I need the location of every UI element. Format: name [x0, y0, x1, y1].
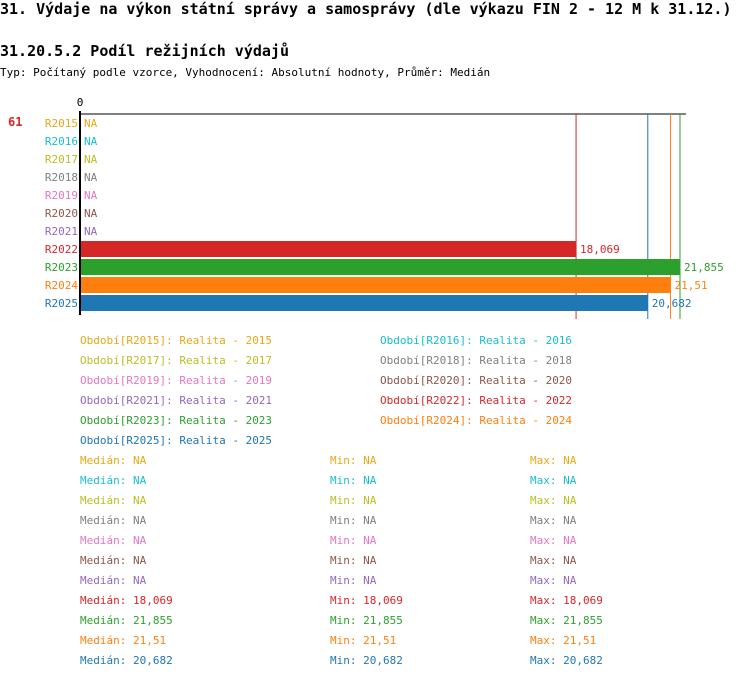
stat-max: Max: 21,855: [530, 614, 603, 627]
stat-min: Min: NA: [330, 534, 377, 547]
category-label-R2018: R2018: [45, 171, 78, 184]
legend-label: Realita - 2023: [172, 414, 273, 427]
stat-median: Medián: 18,069: [80, 594, 173, 607]
stat-max: Max: NA: [530, 534, 577, 547]
data-label-R2020: NA: [84, 207, 98, 220]
legend-item: Období[R2016]: Realita - 2016: [380, 334, 572, 347]
category-label-R2017: R2017: [45, 153, 78, 166]
legend-item: Období[R2018]: Realita - 2018: [380, 354, 572, 367]
data-label-R2018: NA: [84, 171, 98, 184]
data-label-R2024: 21,51: [675, 279, 708, 292]
data-label-R2025: 20,682: [652, 297, 692, 310]
stat-median: Medián: NA: [80, 514, 147, 527]
stat-max: Max: 21,51: [530, 634, 597, 647]
legend-label: Realita - 2019: [172, 374, 273, 387]
bar-R2022: [80, 241, 577, 257]
legend-label: Realita - 2017: [172, 354, 273, 367]
legend-item: Období[R2024]: Realita - 2024: [380, 414, 572, 427]
legend-item: Období[R2021]: Realita - 2021: [80, 394, 272, 407]
stat-max: Max: NA: [530, 454, 577, 467]
legend-code: Období[R2015]:: [80, 334, 173, 347]
chart-title: 31.20.5.2 Podíl režijních výdajů: [0, 42, 289, 60]
stat-median: Medián: 20,682: [80, 654, 173, 667]
stat-min: Min: 20,682: [330, 654, 403, 667]
legend-code: Období[R2018]:: [380, 354, 473, 367]
data-label-R2021: NA: [84, 225, 98, 238]
stat-median: Medián: 21,51: [80, 634, 167, 647]
category-label-R2023: R2023: [45, 261, 78, 274]
stat-median: Medián: NA: [80, 534, 147, 547]
legend-label: Realita - 2022: [472, 394, 573, 407]
legend-item: Období[R2023]: Realita - 2023: [80, 414, 272, 427]
legend-label: Realita - 2024: [472, 414, 573, 427]
data-label-R2017: NA: [84, 153, 98, 166]
legend-label: Realita - 2016: [472, 334, 573, 347]
legend-code: Období[R2017]:: [80, 354, 173, 367]
stat-max: Max: NA: [530, 554, 577, 567]
stat-max: Max: 20,682: [530, 654, 603, 667]
data-label-R2019: NA: [84, 189, 98, 202]
stat-max: Max: NA: [530, 474, 577, 487]
stat-max: Max: NA: [530, 494, 577, 507]
stat-min: Min: 21,855: [330, 614, 403, 627]
category-label-R2025: R2025: [45, 297, 78, 310]
category-label-R2021: R2021: [45, 225, 78, 238]
stat-min: Min: NA: [330, 514, 377, 527]
page-title: 31. Výdaje na výkon státní správy a samo…: [0, 0, 732, 18]
category-label-R2022: R2022: [45, 243, 78, 256]
stat-min: Min: 21,51: [330, 634, 397, 647]
x-axis-tick-label: 0: [77, 96, 84, 109]
data-label-R2023: 21,855: [684, 261, 724, 274]
stat-min: Min: NA: [330, 454, 377, 467]
rank-label: 61: [8, 115, 23, 129]
legend-label: Realita - 2015: [172, 334, 273, 347]
stat-min: Min: NA: [330, 574, 377, 587]
category-label-R2019: R2019: [45, 189, 78, 202]
stat-median: Medián: NA: [80, 494, 147, 507]
legend-label: Realita - 2025: [172, 434, 273, 447]
legend-code: Období[R2022]:: [380, 394, 473, 407]
stat-median: Medián: NA: [80, 554, 147, 567]
stat-median: Medián: 21,855: [80, 614, 173, 627]
category-label-R2024: R2024: [45, 279, 78, 292]
bar-R2024: [80, 277, 671, 293]
data-label-R2022: 18,069: [580, 243, 620, 256]
category-label-R2020: R2020: [45, 207, 78, 220]
stat-min: Min: NA: [330, 554, 377, 567]
legend-code: Období[R2025]:: [80, 434, 173, 447]
bar-chart: 0 R2015 NA R2016 NA R2017 NA R2018 NA R2019 NA R202…: [45, 96, 724, 319]
category-label-R2015: R2015: [45, 117, 78, 130]
legend-label: Realita - 2018: [472, 354, 573, 367]
bar-R2025: [80, 295, 648, 311]
legend-code: Období[R2016]:: [380, 334, 473, 347]
stat-max: Max: NA: [530, 574, 577, 587]
legend-item: Období[R2022]: Realita - 2022: [380, 394, 572, 407]
legend-item: Období[R2025]: Realita - 2025: [80, 434, 272, 447]
legend-code: Období[R2021]:: [80, 394, 173, 407]
stat-max: Max: 18,069: [530, 594, 603, 607]
stat-min: Min: NA: [330, 474, 377, 487]
legend-item: Období[R2015]: Realita - 2015: [80, 334, 272, 347]
legend-code: Období[R2019]:: [80, 374, 173, 387]
chart-meta: Typ: Počítaný podle vzorce, Vyhodnocení:…: [0, 66, 491, 79]
legend-code: Období[R2020]:: [380, 374, 473, 387]
legend-item: Období[R2019]: Realita - 2019: [80, 374, 272, 387]
legend-item: Období[R2017]: Realita - 2017: [80, 354, 272, 367]
legend-code: Období[R2024]:: [380, 414, 473, 427]
data-label-R2016: NA: [84, 135, 98, 148]
legend-item: Období[R2020]: Realita - 2020: [380, 374, 572, 387]
category-label-R2016: R2016: [45, 135, 78, 148]
stat-median: Medián: NA: [80, 574, 147, 587]
stat-min: Min: 18,069: [330, 594, 403, 607]
legend-label: Realita - 2020: [472, 374, 573, 387]
stat-median: Medián: NA: [80, 454, 147, 467]
stat-max: Max: NA: [530, 514, 577, 527]
stat-median: Medián: NA: [80, 474, 147, 487]
data-label-R2015: NA: [84, 117, 98, 130]
stat-min: Min: NA: [330, 494, 377, 507]
bar-R2023: [80, 259, 680, 275]
legend-label: Realita - 2021: [172, 394, 273, 407]
legend-code: Období[R2023]:: [80, 414, 173, 427]
